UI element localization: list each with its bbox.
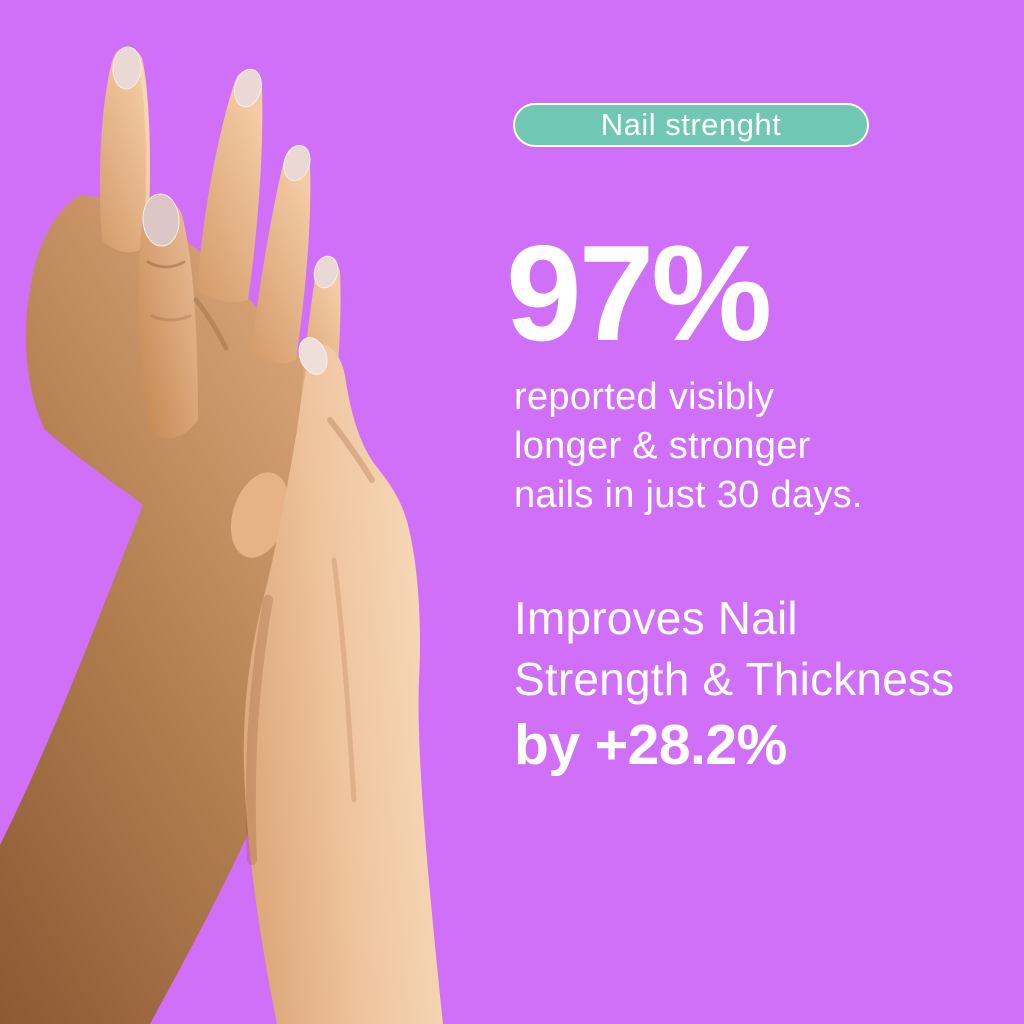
stat-description-line: nails in just 30 days. xyxy=(514,474,863,516)
left-hand xyxy=(0,46,364,1024)
badge-label: Nail strenght xyxy=(600,106,782,142)
stat-value: 97% xyxy=(506,217,772,369)
stat-description: reported visibly longer & stronger nails… xyxy=(514,373,863,520)
thumb-crease xyxy=(146,260,186,269)
knuckle-shading xyxy=(327,417,375,483)
stat-description-line: reported visibly xyxy=(514,376,775,418)
pinky-nail xyxy=(313,255,339,289)
claim-line: Strength & Thickness xyxy=(514,653,955,705)
index-nail xyxy=(112,46,142,90)
claim-text: Improves Nail Strength & Thickness by +2… xyxy=(514,588,954,780)
claim-highlight: by +28.2% xyxy=(514,713,787,777)
ring-nail xyxy=(283,144,311,182)
nail-strength-badge: Nail strenght xyxy=(513,103,869,147)
left-hand-nails xyxy=(112,46,339,289)
middle-nail xyxy=(234,68,262,108)
thumb-nail xyxy=(142,193,180,247)
edge-shading xyxy=(245,595,273,865)
right-index-nail xyxy=(298,337,328,375)
thumb-knuckle-crease xyxy=(150,314,192,322)
curled-finger xyxy=(230,472,290,558)
finger-webbing xyxy=(193,297,229,351)
tendon-shading xyxy=(331,557,357,803)
stat-description-line: longer & stronger xyxy=(514,425,811,467)
claim-line: Improves Nail xyxy=(514,592,798,644)
right-hand xyxy=(230,337,443,1024)
